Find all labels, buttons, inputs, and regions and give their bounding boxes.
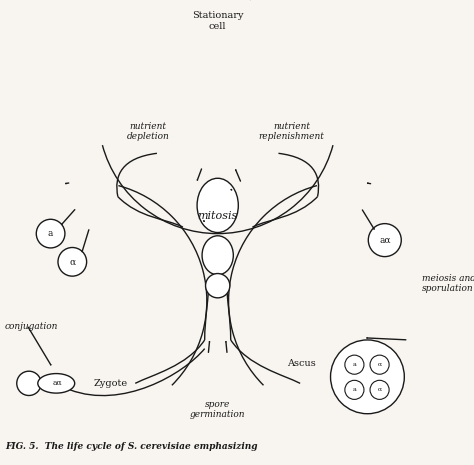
Text: aα: aα	[379, 236, 391, 245]
Text: α: α	[377, 362, 382, 367]
Circle shape	[58, 247, 87, 276]
Circle shape	[206, 273, 230, 298]
Text: α: α	[69, 257, 75, 266]
Circle shape	[345, 380, 364, 399]
Text: meiosis and
sporulation: meiosis and sporulation	[422, 274, 474, 293]
Circle shape	[368, 224, 401, 257]
Text: α: α	[377, 387, 382, 392]
Text: nutrient
depletion: nutrient depletion	[127, 122, 170, 141]
Ellipse shape	[203, 0, 232, 2]
Circle shape	[345, 355, 364, 374]
Ellipse shape	[197, 178, 238, 232]
Circle shape	[36, 219, 65, 248]
Circle shape	[370, 355, 389, 374]
Circle shape	[370, 380, 389, 399]
Ellipse shape	[202, 236, 233, 275]
Text: FIG. 5.  The life cycle of S. cerevisiae emphasizing: FIG. 5. The life cycle of S. cerevisiae …	[5, 442, 257, 451]
Text: a: a	[353, 387, 356, 392]
Text: a: a	[353, 362, 356, 367]
Ellipse shape	[38, 373, 75, 393]
Circle shape	[17, 371, 41, 396]
Text: spore
germination: spore germination	[190, 400, 246, 419]
Text: mitosis: mitosis	[198, 211, 238, 221]
Circle shape	[330, 340, 404, 414]
Text: aα: aα	[52, 379, 62, 387]
Text: Ascus: Ascus	[287, 359, 315, 368]
Text: a: a	[48, 229, 53, 238]
Text: conjugation: conjugation	[5, 322, 58, 332]
Text: Stationary
cell: Stationary cell	[192, 11, 244, 31]
Text: nutrient
replenishment: nutrient replenishment	[258, 122, 324, 141]
Text: Zygote: Zygote	[94, 379, 128, 388]
